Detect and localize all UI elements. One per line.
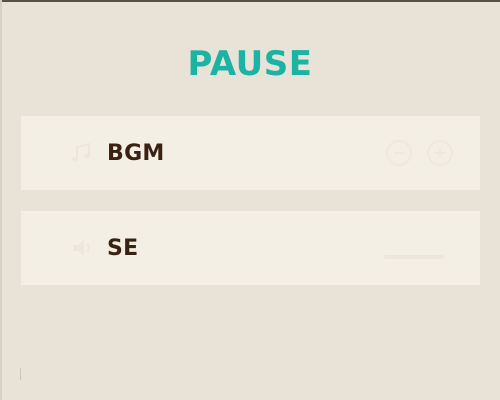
bgm-setting-row[interactable]: BGM [21, 116, 480, 190]
music-icon [72, 143, 90, 162]
corner-marker [20, 368, 21, 380]
se-label: SE [107, 236, 139, 261]
screen-left-border [0, 0, 2, 400]
bgm-toggle[interactable] [382, 138, 458, 168]
screen-top-border [0, 0, 500, 2]
bgm-label: BGM [107, 141, 165, 166]
speaker-icon [73, 240, 90, 256]
se-setting-row[interactable]: SE [21, 211, 480, 285]
se-volume-slider[interactable] [384, 255, 444, 259]
pause-title: PAUSE [187, 44, 313, 84]
